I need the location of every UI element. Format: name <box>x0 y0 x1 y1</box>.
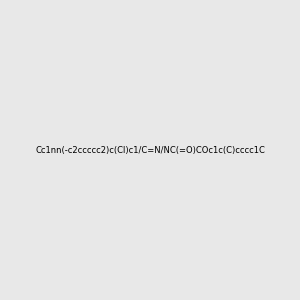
Text: Cc1nn(-c2ccccc2)c(Cl)c1/C=N/NC(=O)COc1c(C)cccc1C: Cc1nn(-c2ccccc2)c(Cl)c1/C=N/NC(=O)COc1c(… <box>35 146 265 154</box>
